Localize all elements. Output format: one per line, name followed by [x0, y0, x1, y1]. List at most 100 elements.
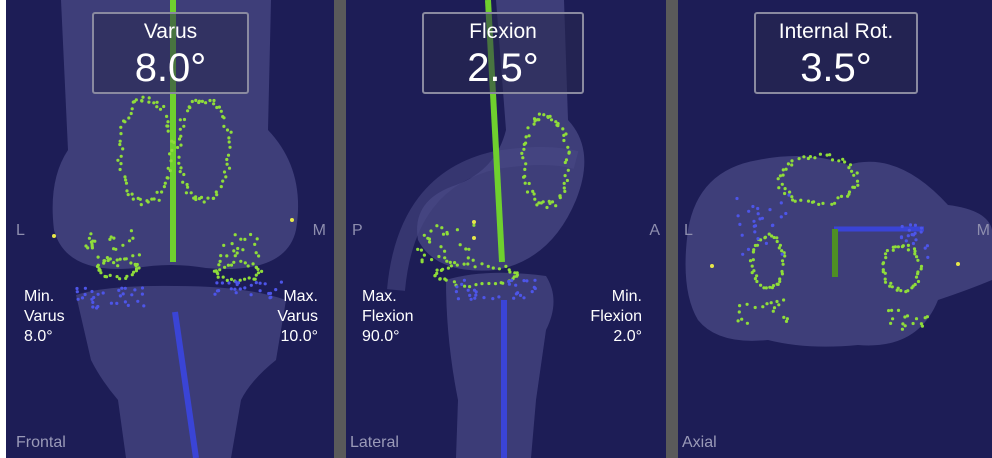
point	[435, 271, 439, 275]
point	[510, 278, 514, 282]
point	[443, 277, 447, 281]
point	[96, 255, 100, 259]
point	[279, 280, 283, 284]
point	[883, 252, 888, 256]
lateral-view-panel[interactable]: Flexion 2.5° P A Max. Flexion 90.0° Min.…	[346, 0, 666, 458]
point	[119, 162, 123, 166]
point	[746, 247, 751, 251]
point	[558, 194, 562, 198]
point	[169, 159, 173, 163]
point	[736, 319, 740, 323]
point	[443, 256, 447, 260]
point	[123, 286, 127, 290]
point	[213, 292, 217, 296]
varus-measure-box: Varus 8.0°	[92, 12, 249, 94]
point	[254, 273, 258, 277]
point	[833, 201, 837, 205]
point	[763, 235, 767, 239]
point	[228, 145, 232, 149]
point	[523, 167, 527, 171]
point	[889, 281, 893, 285]
point	[462, 262, 466, 266]
point	[504, 264, 508, 268]
point	[150, 197, 154, 201]
point	[177, 155, 181, 159]
point	[249, 283, 253, 287]
lateral-knee-render	[387, 0, 585, 458]
point	[176, 145, 180, 150]
point	[911, 321, 915, 326]
point	[426, 236, 430, 240]
point	[515, 274, 519, 278]
tibial-axis-line	[172, 311, 199, 458]
point	[482, 296, 486, 300]
point	[752, 224, 756, 228]
flexion-measure-box: Flexion 2.5°	[422, 12, 584, 94]
point	[745, 321, 749, 325]
tibial-plateau-model	[685, 156, 992, 347]
point	[86, 246, 90, 250]
point	[140, 99, 144, 103]
point	[90, 289, 94, 294]
point	[118, 139, 122, 143]
point	[112, 236, 116, 240]
limit-value: 10.0°	[280, 328, 318, 345]
limit-value: 90.0°	[362, 328, 400, 345]
point	[915, 255, 919, 259]
point	[115, 275, 119, 279]
point	[899, 289, 903, 293]
point	[525, 190, 530, 194]
point	[468, 285, 472, 289]
point	[147, 100, 151, 104]
point	[256, 267, 260, 271]
point	[920, 324, 924, 328]
point	[184, 191, 188, 195]
point	[227, 140, 231, 144]
point	[566, 168, 570, 172]
point	[123, 175, 127, 179]
point	[229, 287, 233, 291]
point	[131, 236, 135, 240]
point	[554, 204, 558, 208]
point	[566, 145, 570, 149]
point	[761, 305, 765, 309]
orientation-right-label: M	[976, 222, 990, 239]
point	[738, 222, 742, 226]
point	[914, 317, 919, 321]
orientation-right-label: M	[312, 222, 326, 239]
point	[852, 185, 857, 189]
point	[904, 290, 908, 294]
point	[846, 194, 850, 198]
point	[452, 280, 456, 284]
point	[537, 201, 541, 205]
point	[474, 293, 478, 297]
frontal-view-panel[interactable]: Varus 8.0° L M Min. Varus 8.0° Max. Varu…	[6, 0, 334, 458]
point	[216, 275, 220, 279]
point	[916, 279, 921, 284]
point	[499, 281, 503, 285]
point	[753, 305, 757, 310]
point	[190, 99, 194, 104]
point	[764, 241, 768, 245]
point	[745, 302, 749, 306]
point	[91, 239, 95, 243]
point	[119, 125, 123, 129]
point	[217, 105, 221, 109]
point	[90, 244, 94, 248]
point	[901, 244, 905, 248]
axial-view-panel[interactable]: Internal Rot. 3.5° L M Axial	[678, 0, 992, 458]
point	[129, 261, 133, 265]
point	[103, 259, 107, 263]
point	[830, 202, 834, 206]
point	[848, 163, 853, 167]
point	[235, 251, 239, 255]
panel-divider	[334, 0, 346, 458]
internal-rotation-measure-box: Internal Rot. 3.5°	[754, 12, 918, 94]
point	[890, 285, 894, 289]
point	[523, 181, 527, 185]
point	[759, 283, 763, 287]
point	[181, 180, 185, 184]
point	[775, 282, 779, 286]
measure-title: Flexion	[469, 20, 537, 43]
tibia-point-cloud	[735, 193, 930, 259]
